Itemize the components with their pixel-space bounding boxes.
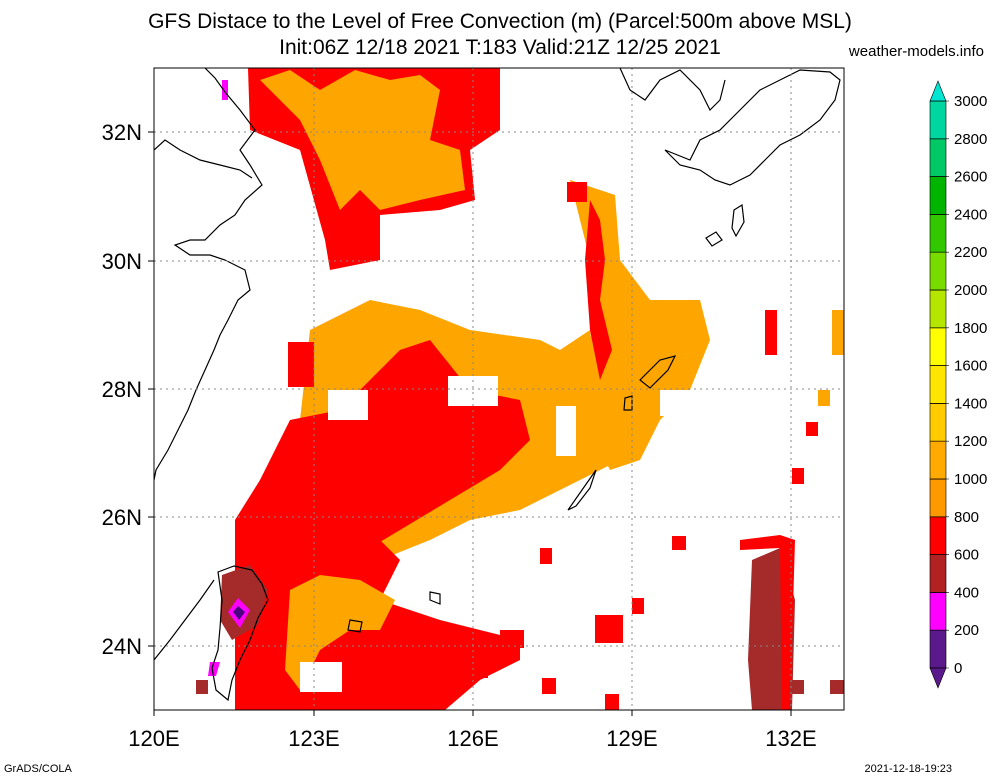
lon-label: 129E (606, 726, 657, 751)
colorbar-label: 400 (954, 584, 979, 601)
coast-taiwan (211, 565, 269, 702)
lat-label: 24N (102, 634, 142, 659)
lat-label: 30N (102, 249, 142, 274)
footer-credit: GrADS/COLA (4, 763, 72, 775)
coast-kyushu (664, 69, 841, 186)
colorbar-segment (929, 327, 947, 366)
colorbar-label: 2600 (954, 169, 987, 186)
coast-korea (619, 68, 726, 112)
map-title: GFS Distace to the Level of Free Convect… (148, 10, 852, 33)
colorbar-segment (929, 403, 947, 442)
colorbar-label: 200 (954, 622, 979, 639)
colorbar-label: 1000 (954, 471, 987, 488)
map-gridlines (154, 68, 844, 710)
coast-china-inner (154, 139, 253, 179)
coast-island (347, 619, 363, 633)
lat-label: 32N (102, 120, 142, 145)
colorbar-label: 0 (954, 660, 962, 677)
field-patch (830, 680, 844, 694)
colorbar-segment (929, 478, 947, 518)
field-patch (288, 342, 314, 387)
lon-label: 123E (288, 726, 339, 751)
coast-ryukyu (639, 355, 677, 389)
colorbar-segment (929, 289, 947, 329)
footer-timestamp: 2021-12-18-19:23 (864, 763, 952, 775)
coast-jeju (705, 231, 723, 247)
colorbar-segment (929, 554, 947, 593)
colorbar-segment (929, 251, 947, 291)
colorbar-label: 2000 (954, 282, 987, 299)
colorbar-label: 600 (954, 547, 979, 564)
lon-label: 132E (765, 726, 816, 751)
colorbar-min-arrow (929, 667, 947, 689)
map-subtitle: Init:06Z 12/18 2021 T:183 Valid:21Z 12/2… (279, 36, 721, 59)
colorbar-segment (929, 516, 947, 555)
lat-label: 28N (102, 377, 142, 402)
field-patch (567, 182, 587, 202)
colorbar-label: 1600 (954, 358, 987, 375)
field-patch (196, 680, 208, 694)
field-patch (500, 630, 524, 648)
coast-island (731, 203, 745, 238)
colorbar-segment (929, 176, 947, 215)
colorbar-label: 2200 (954, 244, 987, 261)
colorbar-label: 2400 (954, 206, 987, 223)
site-credit: weather-models.info (848, 43, 984, 60)
colorbar-label: 2800 (954, 131, 987, 148)
colorbar-segment (929, 138, 947, 177)
colorbar-segment (929, 629, 947, 669)
field-patch (790, 680, 804, 694)
field-patch (806, 422, 818, 436)
colorbar-label: 1800 (954, 320, 987, 337)
field-magenta-min (208, 662, 220, 676)
colorbar-label: 1400 (954, 395, 987, 412)
colorbar-segment (929, 214, 947, 253)
colorbar-label: 800 (954, 509, 979, 526)
field-patch (540, 548, 552, 564)
colorbar: 0 200 400 600 800 1000 1200 1400 1600 1800 2000 220… (929, 80, 987, 689)
field-patch (765, 310, 777, 355)
field-hole (556, 406, 576, 456)
coast-taiwan-west (154, 579, 215, 661)
field-brown-taiwan (220, 565, 268, 640)
field-patch (632, 598, 644, 614)
coast-island (429, 591, 441, 605)
lfc-field (196, 68, 844, 710)
colorbar-segment (929, 440, 947, 480)
field-patch (222, 80, 228, 100)
colorbar-label: 1200 (954, 433, 987, 450)
axis-ticks (148, 131, 792, 716)
colorbar-segment (929, 365, 947, 404)
lon-label: 126E (447, 726, 498, 751)
colorbar-segment (929, 592, 947, 631)
field-patch (672, 536, 686, 550)
field-patch (460, 660, 488, 678)
colorbar-max-arrow (929, 80, 947, 102)
field-orange-south (285, 575, 395, 690)
field-patch (792, 468, 804, 484)
field-orange-north (260, 70, 465, 210)
colorbar-segment (929, 100, 947, 140)
colorbar-label: 3000 (954, 93, 987, 110)
field-patch (605, 694, 619, 710)
field-purple-min (233, 606, 245, 620)
field-hole (660, 390, 700, 416)
coast-okinawa (567, 469, 597, 511)
field-patch (818, 390, 830, 406)
field-patch (542, 678, 556, 694)
lon-label: 120E (128, 726, 179, 751)
coast-china (154, 68, 263, 481)
field-patch (595, 615, 623, 643)
field-red-east-streak (585, 200, 612, 380)
field-hole (300, 662, 342, 692)
field-hole (328, 390, 368, 420)
field-patch (832, 310, 844, 355)
lat-label: 26N (102, 505, 142, 530)
field-red-east-patches (740, 535, 795, 710)
coastlines (154, 68, 841, 702)
